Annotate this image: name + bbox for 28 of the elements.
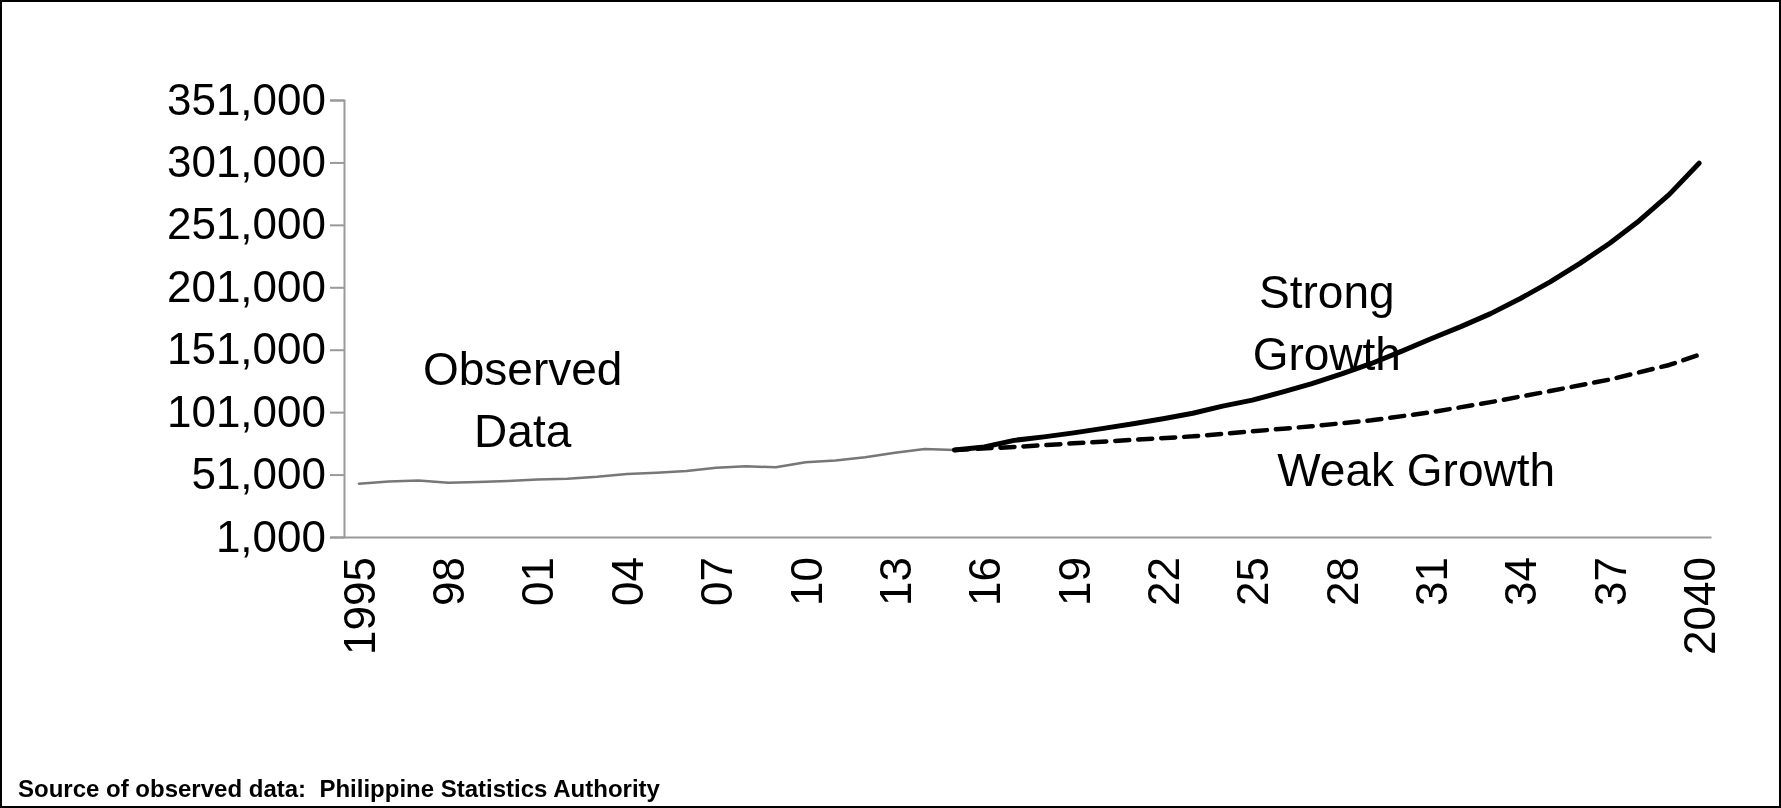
x-tick-label: 2040 (1674, 557, 1724, 655)
source-note: Source of observed data: Philippine Statistics Authority (18, 775, 661, 802)
series-label: Strong Growth (1252, 265, 1401, 380)
x-tick-label: 34 (1496, 557, 1546, 606)
x-tick-label: 98 (424, 557, 474, 606)
x-tick-label: 37 (1585, 557, 1635, 606)
x-tick-label: 25 (1228, 557, 1278, 606)
x-tick-label: 04 (602, 557, 652, 606)
x-tick-label: 13 (870, 557, 920, 606)
x-tick-label: 19 (1049, 557, 1099, 606)
series-label: Observed Data (422, 343, 623, 458)
y-tick-label: 301,000 (166, 137, 326, 187)
x-tick-label: 07 (692, 557, 742, 606)
x-tick-label: 10 (781, 557, 831, 606)
x-tick-label: 01 (513, 557, 563, 606)
x-tick-label: 28 (1317, 557, 1367, 606)
y-tick-label: 51,000 (191, 449, 326, 499)
y-tick-label: 351,000 (166, 74, 326, 124)
y-tick-label: 201,000 (166, 261, 326, 311)
x-tick-label: 16 (960, 557, 1010, 606)
x-tick-label: 31 (1406, 557, 1456, 606)
y-tick-label: 251,000 (166, 199, 326, 249)
y-tick-label: 151,000 (166, 324, 326, 374)
x-tick-label: 22 (1138, 557, 1188, 606)
y-tick-label: 1,000 (215, 511, 326, 561)
y-tick-label: 101,000 (166, 386, 326, 436)
x-tick-label: 1995 (334, 557, 384, 655)
series-label: Weak Growth (1277, 443, 1556, 496)
